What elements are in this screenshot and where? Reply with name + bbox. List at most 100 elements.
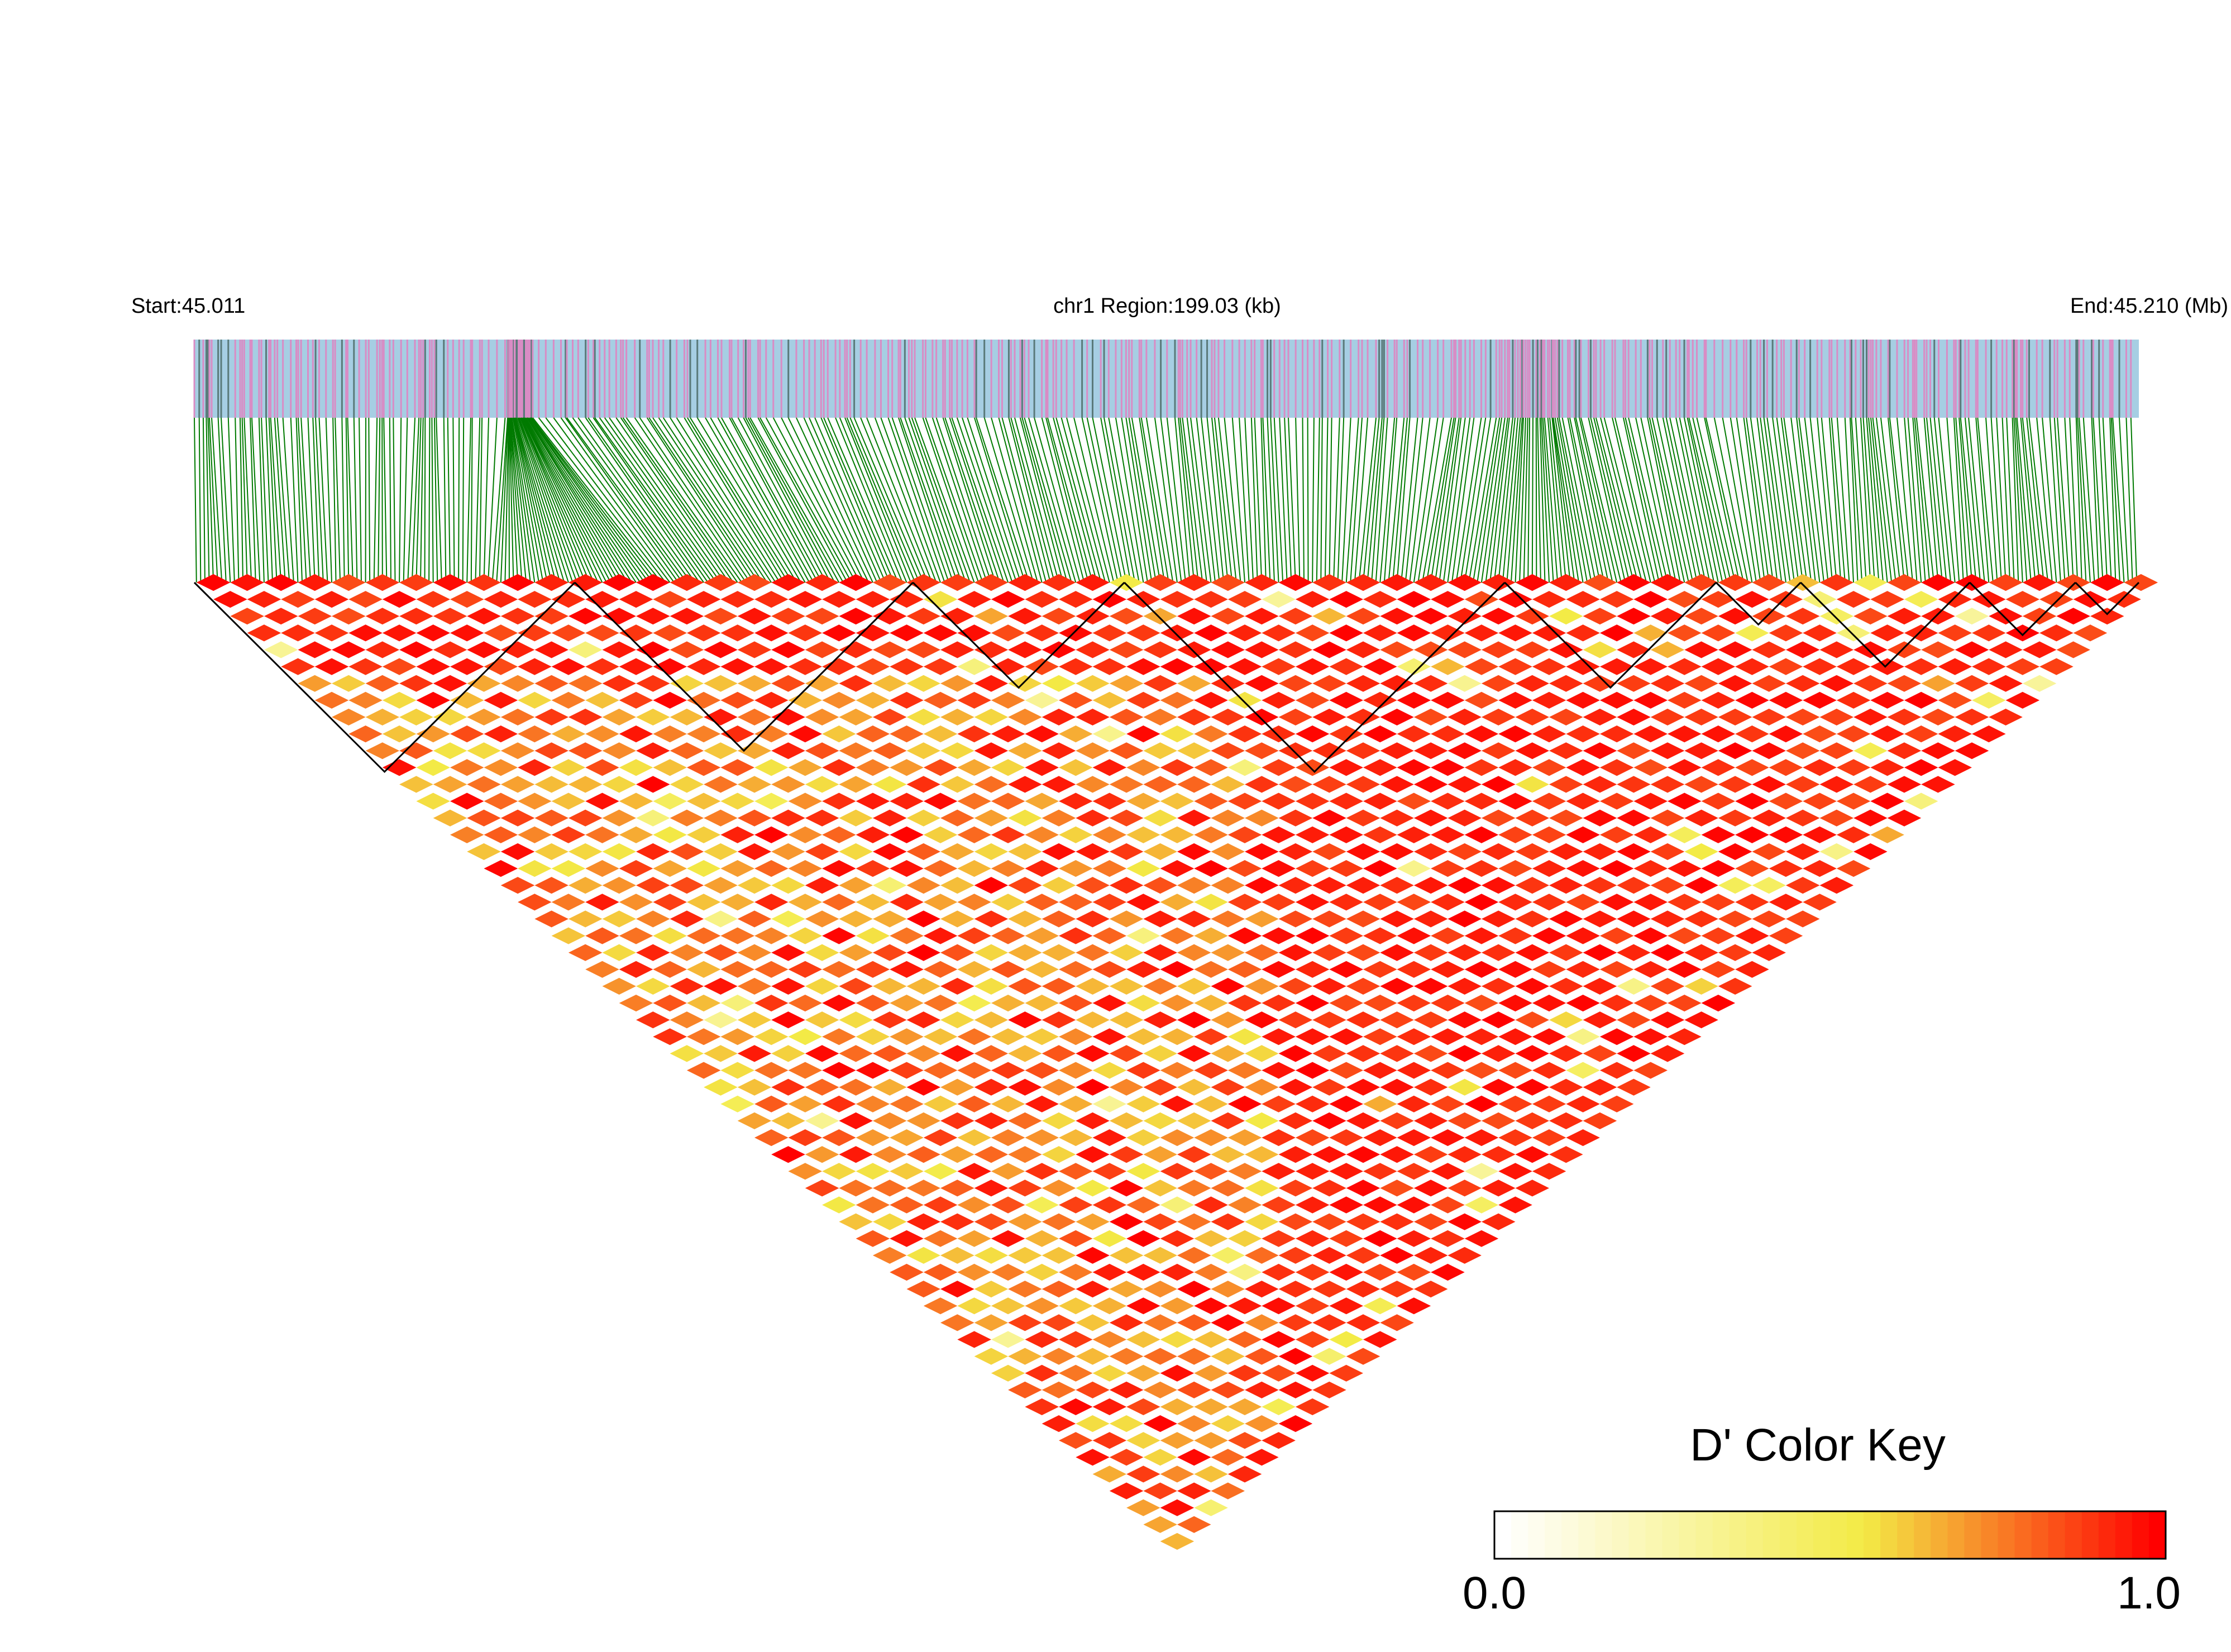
ld-cell bbox=[399, 708, 433, 725]
ld-cell bbox=[957, 961, 991, 978]
ld-cell bbox=[788, 1129, 823, 1147]
ld-cell bbox=[1380, 944, 1414, 961]
ld-cell bbox=[1668, 624, 1702, 642]
ld-cell bbox=[805, 877, 839, 894]
snp-connector bbox=[1485, 417, 1508, 583]
ld-cell bbox=[1076, 877, 1110, 894]
ld-cell bbox=[1532, 1129, 1566, 1147]
ld-cell bbox=[1329, 1129, 1363, 1147]
snp-connector bbox=[1915, 417, 1934, 583]
ld-cell bbox=[957, 1297, 991, 1315]
ld-cell bbox=[1008, 742, 1042, 760]
ld-cell bbox=[568, 608, 603, 625]
ld-cell bbox=[1397, 591, 1431, 608]
snp-connector bbox=[243, 417, 252, 583]
ld-cell bbox=[1042, 1281, 1076, 1298]
ld-cell bbox=[737, 1112, 772, 1129]
ld-cell bbox=[957, 860, 991, 877]
ld-cell bbox=[1211, 1482, 1245, 1500]
ld-cell bbox=[839, 776, 873, 793]
snp-connector bbox=[504, 417, 510, 583]
ld-cell bbox=[1278, 944, 1313, 961]
ld-cell bbox=[1109, 708, 1144, 725]
ld-cell bbox=[1431, 1163, 1465, 1180]
ld-cell bbox=[1346, 708, 1380, 725]
snp-connector bbox=[1713, 417, 1749, 583]
ld-cell bbox=[1295, 961, 1330, 978]
snp-connector bbox=[512, 417, 544, 583]
ld-cell bbox=[754, 826, 789, 843]
ld-cell bbox=[1785, 910, 1820, 928]
ld-cell bbox=[1532, 860, 1566, 877]
snp-connector bbox=[332, 417, 337, 583]
ld-cell bbox=[1769, 826, 1803, 843]
snp-connector bbox=[458, 417, 460, 583]
ld-cell bbox=[788, 792, 823, 810]
ld-cell bbox=[1160, 927, 1195, 944]
ld-cell bbox=[1566, 624, 1600, 642]
ld-cell bbox=[940, 608, 974, 625]
ld-cell bbox=[737, 1078, 772, 1096]
ld-cell bbox=[1921, 708, 1955, 725]
ld-cell bbox=[1397, 1028, 1431, 1045]
ld-cell bbox=[348, 658, 383, 675]
snp-connector bbox=[431, 417, 434, 583]
ld-cell bbox=[974, 1247, 1009, 1264]
snp-connector bbox=[1392, 417, 1408, 583]
ld-cell bbox=[1312, 1112, 1346, 1129]
header-labels: Start:45.011 chr1 Region:199.03 (kb) End… bbox=[131, 294, 2228, 318]
snp-connector bbox=[1021, 417, 1068, 583]
ld-cell bbox=[1853, 809, 1888, 827]
snp-connector bbox=[1866, 417, 1880, 583]
ld-cell bbox=[1109, 843, 1144, 860]
snp-connector bbox=[1953, 417, 1964, 583]
ld-cell bbox=[872, 574, 907, 591]
ld-cell bbox=[1126, 1465, 1160, 1483]
ld-cell bbox=[1092, 1263, 1127, 1281]
ld-cell bbox=[534, 809, 569, 827]
ld-cell bbox=[1227, 1129, 1262, 1147]
ld-cell bbox=[484, 860, 518, 877]
ld-cell bbox=[890, 792, 924, 810]
ld-cell bbox=[1278, 1078, 1313, 1096]
ld-cell bbox=[1481, 977, 1516, 995]
ld-cell bbox=[1177, 1281, 1211, 1298]
ld-cell bbox=[1025, 1398, 1059, 1415]
ld-cell bbox=[1498, 725, 1532, 743]
ld-cell bbox=[1718, 708, 1752, 725]
ld-cell bbox=[416, 591, 450, 608]
ld-cell bbox=[1194, 591, 1228, 608]
ld-cell bbox=[416, 624, 450, 642]
ld-cell bbox=[1227, 1230, 1262, 1247]
ld-cell bbox=[1599, 995, 1634, 1012]
snp-connector bbox=[529, 417, 649, 583]
ld-cell bbox=[856, 995, 890, 1012]
ld-cell bbox=[720, 860, 754, 877]
ld-cell bbox=[1397, 759, 1431, 776]
ld-cell bbox=[602, 776, 636, 793]
ld-cell bbox=[923, 725, 958, 743]
ld-cell bbox=[1668, 995, 1702, 1012]
ld-cell bbox=[788, 1028, 823, 1045]
ld-cell bbox=[1227, 1028, 1262, 1045]
ld-cell bbox=[1464, 1095, 1499, 1113]
snp-connector bbox=[529, 417, 645, 583]
snp-connector bbox=[1066, 417, 1110, 583]
snp-connector bbox=[759, 417, 852, 583]
haplotype-block-outline bbox=[1504, 581, 1717, 689]
ld-cell bbox=[500, 776, 535, 793]
snp-connector bbox=[1174, 417, 1191, 583]
ld-cell bbox=[1042, 776, 1076, 793]
ld-cell bbox=[805, 977, 839, 995]
ld-cell bbox=[754, 1129, 789, 1147]
ld-cell bbox=[1227, 1297, 1262, 1315]
ld-cell bbox=[653, 591, 687, 608]
ld-cell bbox=[1431, 591, 1465, 608]
ld-cell bbox=[1921, 608, 1955, 625]
ld-cell bbox=[686, 759, 721, 776]
ld-cell bbox=[1363, 591, 1397, 608]
snp-connector bbox=[1055, 417, 1102, 583]
snp-connector bbox=[1388, 417, 1405, 583]
ld-cell bbox=[1481, 910, 1516, 928]
ld-cell bbox=[1397, 927, 1431, 944]
